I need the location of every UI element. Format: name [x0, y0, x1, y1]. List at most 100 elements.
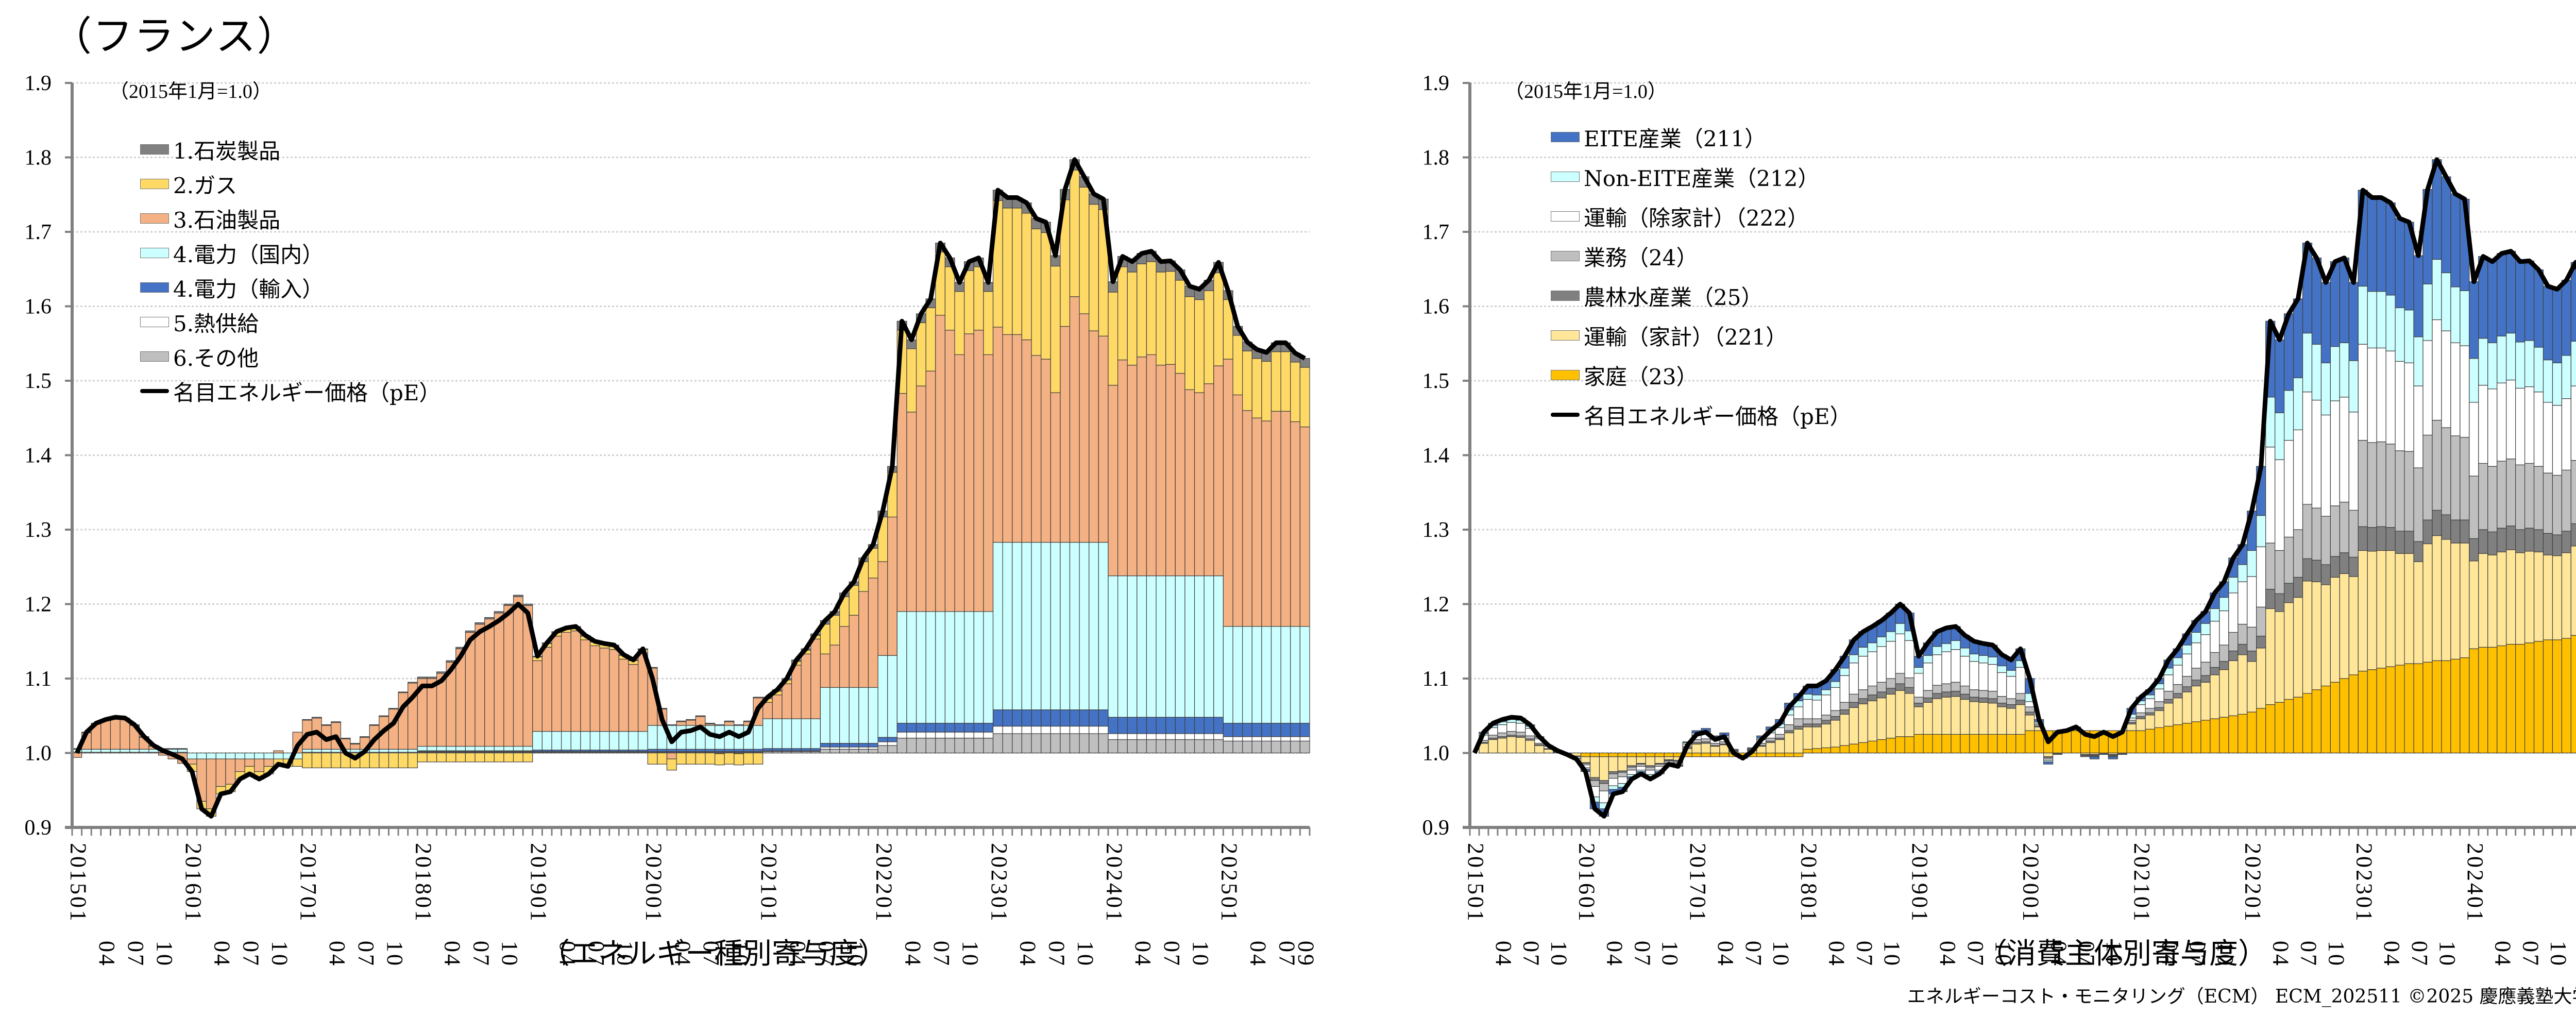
bar-segment-non_eite: [2367, 291, 2377, 349]
bar-segment-elec_import: [1194, 717, 1205, 734]
bar-segment-agriculture: [2275, 593, 2285, 612]
bar-segment-oil: [532, 660, 543, 732]
bar-segment-household: [2552, 639, 2563, 754]
bar-segment-heat: [1031, 725, 1042, 734]
bar-segment-transport_non_household: [1997, 672, 2007, 697]
bar-segment-elec_domestic: [369, 749, 380, 753]
x-tick-label: 07: [1519, 941, 1544, 968]
x-tick-label: 07: [2518, 941, 2544, 968]
bar-segment-elec_domestic: [973, 611, 984, 724]
bar-segment-agriculture: [2200, 675, 2211, 683]
bar-segment-coal: [311, 717, 322, 719]
legend-item-household: 家庭（23）: [1551, 360, 1698, 391]
x-tick-label: 04: [785, 941, 810, 968]
bar-segment-elec_domestic: [331, 749, 341, 753]
bar-segment-elec_domestic: [417, 746, 428, 751]
bar-segment-eite: [2293, 298, 2303, 378]
bar-segment-agriculture: [2376, 526, 2386, 551]
bar-segment-gas: [705, 752, 716, 765]
bar-segment-gas: [686, 752, 696, 765]
bar-segment-gas: [321, 752, 332, 768]
bar-segment-elec_domestic: [1184, 575, 1195, 718]
bar-segment-transport_non_household: [1516, 723, 1526, 733]
x-tick-label: 04: [325, 941, 350, 968]
bar-segment-transport_household: [2339, 573, 2349, 679]
bar-segment-elec_domestic: [263, 752, 274, 759]
bar-segment-transport_household: [1821, 723, 1832, 748]
bar-segment-other: [1031, 733, 1042, 754]
bar-segment-agriculture: [1784, 730, 1794, 734]
x-tick-label: 07: [1741, 941, 1766, 968]
bar-segment-agriculture: [1951, 690, 1961, 697]
bar-segment-heat: [1098, 725, 1109, 734]
pe-line: [75, 157, 1306, 819]
bar-segment-household: [1830, 747, 1841, 754]
bar-segment-heat: [1041, 725, 1051, 734]
bar-segment-other: [983, 737, 994, 754]
bar-segment-agriculture: [2136, 716, 2146, 719]
bar-segment-heat: [1299, 736, 1310, 741]
bar-segment-gas: [964, 270, 974, 334]
bar-segment-elec_domestic: [1079, 541, 1090, 710]
bar-segment-elec_domestic: [1290, 626, 1300, 724]
bar-segment-business: [1525, 735, 1535, 739]
bar-segment-gas: [465, 752, 476, 763]
bar-segment-oil: [839, 626, 850, 688]
bar-segment-elec_domestic: [772, 718, 783, 749]
legend-label: 4.電力（国内）: [173, 242, 324, 267]
bar-segment-agriculture: [2515, 529, 2526, 553]
bar-segment-elec_import: [820, 743, 831, 748]
bar-segment-non_eite: [2247, 550, 2257, 577]
bar-segment-transport_non_household: [1636, 766, 1646, 771]
bar-segment-household: [2506, 644, 2516, 754]
legend-label: 5.熱供給: [173, 311, 259, 336]
bar-segment-non_eite: [2200, 623, 2211, 635]
bar-segment-business: [2302, 504, 2313, 559]
bar-segment-agriculture: [2506, 526, 2516, 550]
bar-segment-business: [2404, 451, 2414, 532]
bar-segment-gas: [657, 752, 668, 765]
x-tick-label: 04: [555, 941, 580, 968]
bar-segment-transport_non_household: [1886, 641, 1896, 679]
bar-segment-business: [2256, 606, 2266, 637]
bar-segment-household: [2219, 717, 2229, 754]
bar-segment-oil: [570, 630, 581, 732]
bar-segment-elec_domestic: [801, 718, 811, 749]
legend-swatch: [1551, 172, 1580, 182]
bar-segment-transport_household: [1710, 746, 1720, 754]
x-tick-label: 04: [2379, 941, 2404, 968]
bar-segment-coal: [417, 676, 428, 679]
bar-segment-business: [2561, 469, 2571, 532]
bar-segment-oil: [244, 758, 255, 767]
bar-segment-business: [1932, 685, 1942, 694]
bar-segment-business: [1904, 677, 1914, 688]
bar-segment-elec_domestic: [474, 746, 485, 751]
bar-segment-household: [1766, 752, 1776, 757]
bar-segment-agriculture: [1923, 697, 1933, 703]
bar-segment-business: [2524, 463, 2535, 529]
bar-segment-oil: [1031, 355, 1042, 543]
bar-segment-business: [2460, 437, 2470, 520]
legend-swatch: [140, 213, 169, 224]
bar-segment-oil: [494, 613, 504, 747]
y-tick-label: 1.6: [1422, 295, 1450, 319]
bar-segment-oil: [1280, 411, 1291, 627]
x-tick-label: 202001: [2019, 843, 2044, 923]
bar-segment-transport_household: [2293, 597, 2303, 698]
bar-segment-oil: [1127, 365, 1138, 577]
x-tick-label: 202001: [641, 843, 667, 923]
bar-segment-business: [2441, 427, 2451, 515]
bar-segment-business: [2348, 510, 2359, 558]
bar-segment-oil: [1175, 372, 1185, 577]
bar-segment-heat: [973, 732, 984, 739]
bar-segment-gas: [1041, 232, 1051, 360]
bar-segment-household: [2515, 644, 2526, 754]
bar-segment-household: [2404, 663, 2414, 754]
bar-segment-non_eite: [1988, 656, 1998, 665]
bar-segment-non_eite: [2404, 310, 2414, 363]
bar-segment-household: [2460, 657, 2470, 754]
bar-segment-elec_import: [1041, 709, 1051, 727]
bar-segment-heat: [1146, 733, 1157, 740]
bar-segment-non_eite: [1858, 647, 1868, 657]
bar-segment-elec_domestic: [388, 749, 399, 753]
